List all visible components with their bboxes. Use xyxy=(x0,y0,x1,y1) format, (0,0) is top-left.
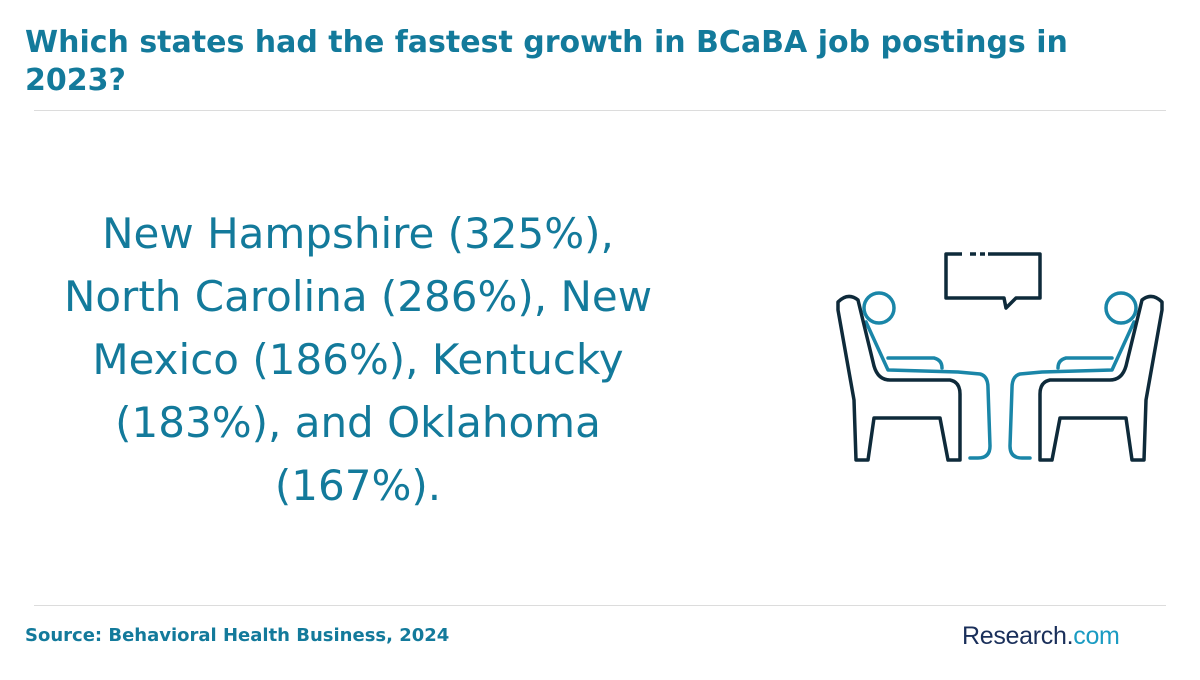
left-person-icon xyxy=(836,291,992,462)
page-title: Which states had the fastest growth in B… xyxy=(25,25,1068,98)
divider-bottom xyxy=(34,605,1166,606)
divider-top xyxy=(34,110,1166,111)
therapy-session-icon xyxy=(836,252,1164,462)
brand-logo[interactable]: Research.com xyxy=(962,620,1120,652)
key-finding-text: New Hampshire (325%), North Carolina (28… xyxy=(63,209,653,510)
brand-logo-tld: com xyxy=(1073,622,1120,650)
speech-bubble-icon xyxy=(944,252,1042,310)
right-person-icon xyxy=(1008,291,1164,462)
source-citation: Source: Behavioral Health Business, 2024 xyxy=(25,625,450,646)
brand-logo-name: Research. xyxy=(962,622,1074,650)
